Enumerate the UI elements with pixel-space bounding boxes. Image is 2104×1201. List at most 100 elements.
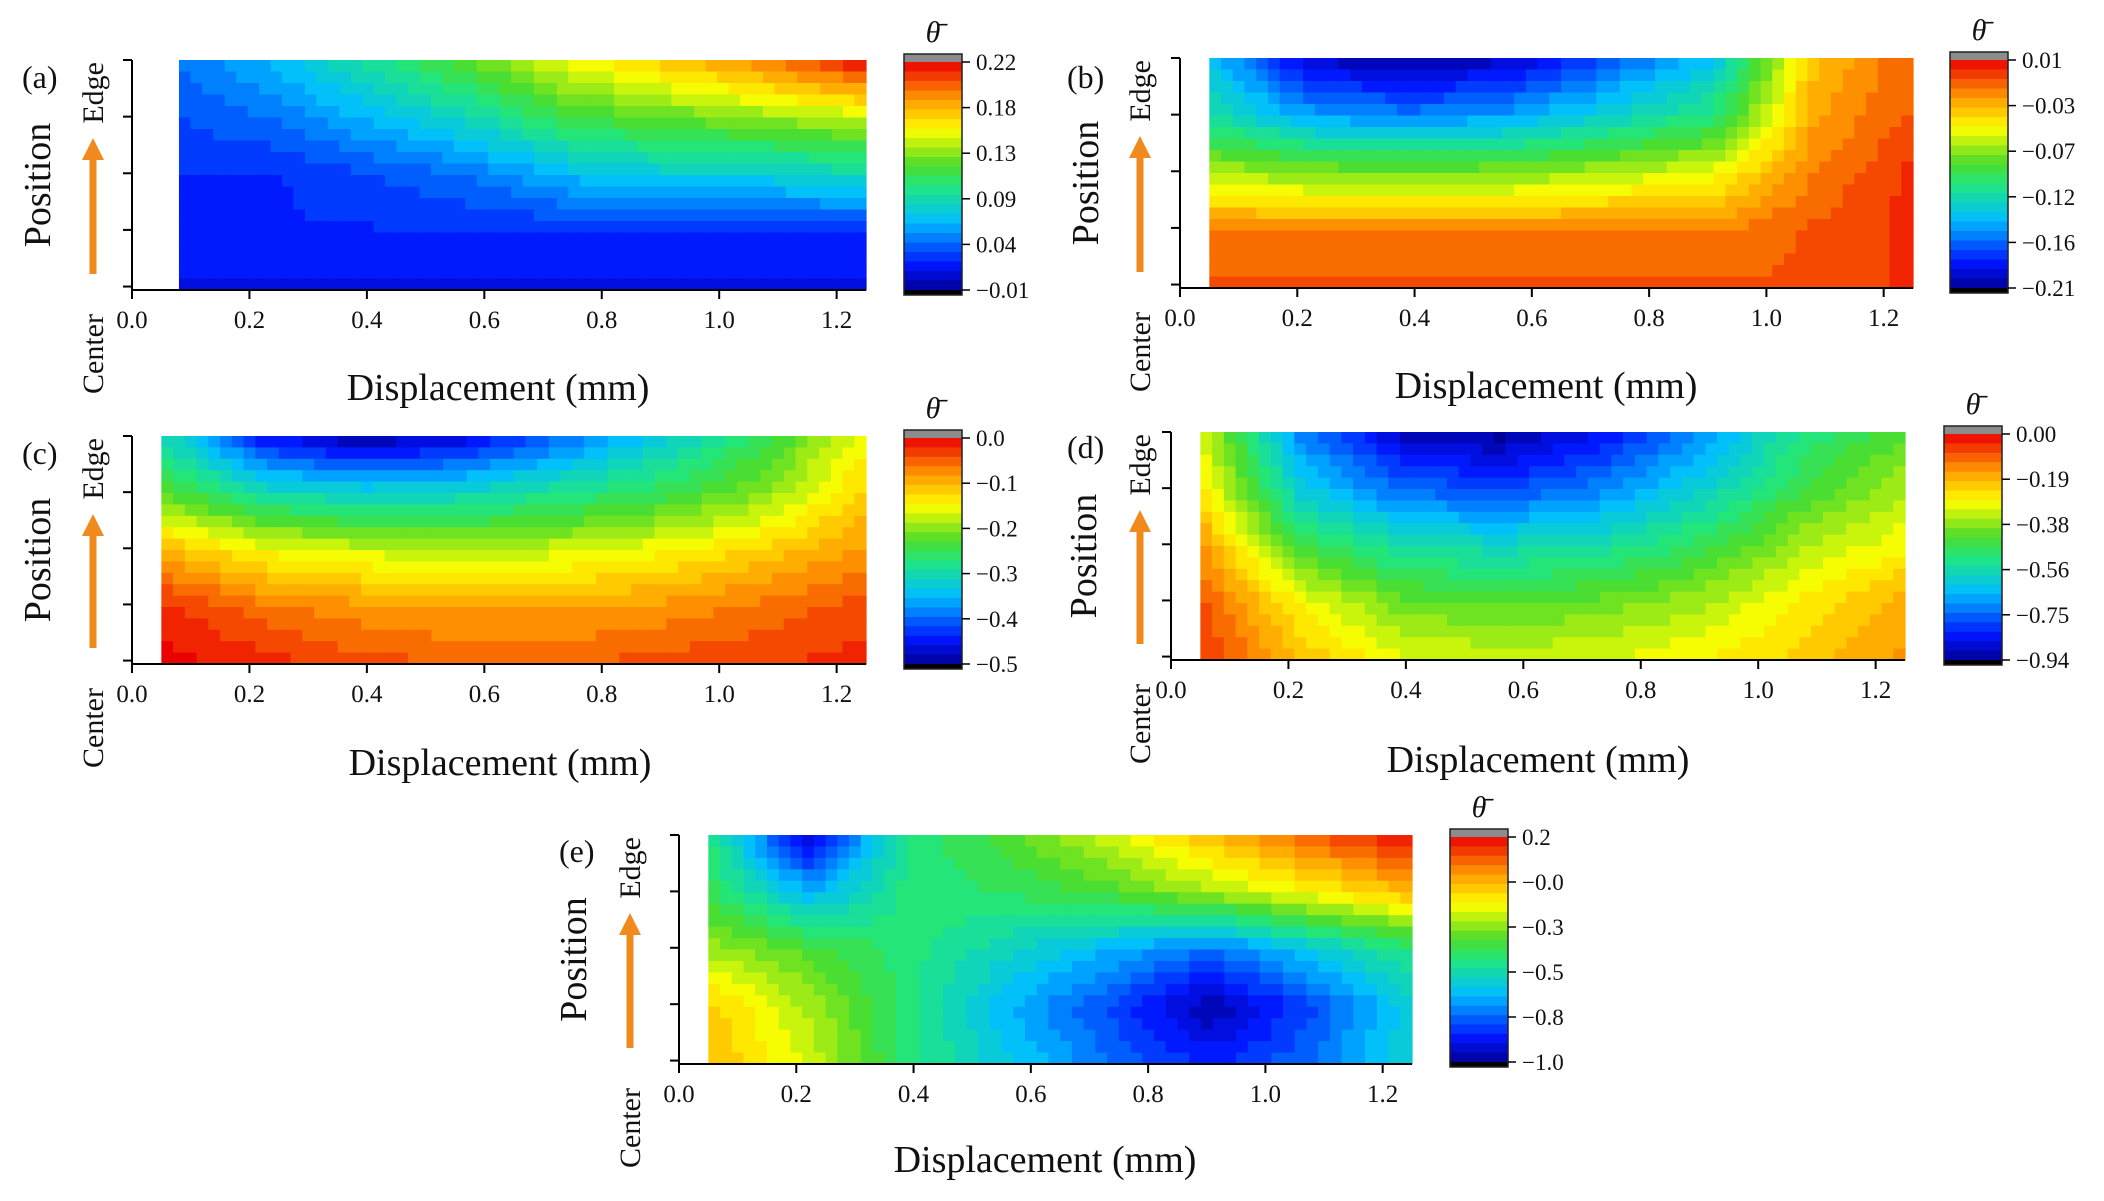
contour-cell xyxy=(337,550,350,562)
contour-cell xyxy=(1525,161,1539,174)
contour-cell xyxy=(689,629,703,642)
contour-cell xyxy=(1200,625,1213,638)
contour-cell xyxy=(1783,276,1797,289)
contour-cell xyxy=(511,278,524,291)
contour-cell xyxy=(631,493,644,505)
contour-cell xyxy=(396,493,409,505)
contour-cell xyxy=(259,152,272,165)
contour-cell xyxy=(584,481,597,494)
contour-cell xyxy=(533,117,546,130)
contour-cell xyxy=(584,584,597,597)
contour-cell xyxy=(725,641,738,654)
contour-cell xyxy=(762,140,775,153)
contour-cell xyxy=(465,221,478,234)
contour-cell xyxy=(537,584,550,597)
contour-cell xyxy=(513,504,527,517)
contour-cell xyxy=(373,83,386,96)
contour-cell xyxy=(1435,454,1448,467)
colorbar-segment xyxy=(1950,107,2008,118)
contour-cell xyxy=(1329,523,1342,536)
contour-cell xyxy=(1681,466,1695,479)
contour-cell xyxy=(1256,173,1269,186)
contour-cell xyxy=(830,595,844,608)
contour-cell xyxy=(751,221,764,234)
contour-cell xyxy=(490,515,503,528)
contour-cell xyxy=(1400,637,1413,650)
contour-cell xyxy=(783,470,797,483)
contour-cell xyxy=(572,550,585,562)
contour-cell xyxy=(1564,637,1577,650)
contour-cell xyxy=(453,255,466,268)
contour-cell xyxy=(1549,104,1562,117)
contour-cell xyxy=(476,94,489,107)
contour-cell xyxy=(1608,150,1621,163)
contour-cell xyxy=(1611,603,1624,615)
contour-cell xyxy=(267,538,280,551)
contour-cell xyxy=(1350,265,1363,278)
contour-cell xyxy=(442,232,455,245)
contour-cell xyxy=(270,232,283,245)
contour-cell xyxy=(751,163,764,176)
contour-cell xyxy=(1490,138,1504,151)
contour-cell xyxy=(1599,648,1612,661)
colorbar-under-cap xyxy=(904,290,962,295)
contour-cell xyxy=(1576,432,1589,444)
contour-cell xyxy=(1552,511,1566,524)
contour-cell xyxy=(454,436,468,448)
contour-cell xyxy=(1807,184,1820,197)
contour-cell xyxy=(304,71,317,84)
contour-cell xyxy=(625,60,638,73)
contour-cell xyxy=(1783,173,1797,186)
contour-cell xyxy=(1830,184,1844,197)
contour-cell xyxy=(316,117,329,130)
contour-cell xyxy=(362,267,375,280)
contour-cell xyxy=(465,186,478,199)
contour-cell xyxy=(774,60,787,73)
contour-cell xyxy=(1623,534,1636,547)
contour-cell xyxy=(1256,81,1269,94)
contour-cell xyxy=(499,117,512,130)
contour-cell xyxy=(689,652,703,665)
contour-cell xyxy=(740,106,753,119)
contour-cell xyxy=(820,106,833,119)
contour-cell xyxy=(1514,127,1527,140)
colorbar-segment xyxy=(904,166,962,177)
contour-cell xyxy=(1783,81,1797,94)
contour-cell xyxy=(1842,69,1855,82)
contour-cell xyxy=(1244,115,1257,128)
contour-cell xyxy=(1690,115,1703,128)
contour-cell xyxy=(1279,150,1293,163)
x-tick-label: 1.0 xyxy=(704,681,735,708)
contour-cell xyxy=(671,152,684,165)
contour-cell xyxy=(1200,523,1213,536)
contour-cell xyxy=(1646,443,1659,456)
contour-cell xyxy=(267,504,280,517)
contour-cell xyxy=(511,94,524,107)
contour-cell xyxy=(785,267,798,280)
contour-cell xyxy=(196,447,209,460)
contour-cell xyxy=(1443,207,1457,220)
contour-cell xyxy=(689,515,703,528)
contour-cell xyxy=(453,71,466,84)
contour-cell xyxy=(545,232,558,245)
contour-cell xyxy=(682,278,695,291)
contour-cell xyxy=(568,198,581,211)
contour-cell xyxy=(736,515,750,528)
contour-cell xyxy=(774,163,787,176)
contour-cell xyxy=(694,255,707,268)
contour-cell xyxy=(1259,443,1272,456)
contour-cell xyxy=(1353,454,1366,467)
contour-cell xyxy=(671,117,684,130)
contour-cell xyxy=(762,278,775,291)
contour-cell xyxy=(1326,173,1339,186)
contour-cell xyxy=(1306,614,1319,627)
contour-cell xyxy=(1408,58,1422,71)
contour-cell xyxy=(701,607,714,619)
contour-cell xyxy=(1807,265,1820,278)
contour-cell xyxy=(1490,196,1504,209)
contour-cell xyxy=(316,278,329,291)
colorbar-segment xyxy=(904,541,962,552)
contour-cell xyxy=(1306,568,1319,581)
contour-cell xyxy=(430,278,443,291)
contour-cell xyxy=(1858,534,1871,547)
